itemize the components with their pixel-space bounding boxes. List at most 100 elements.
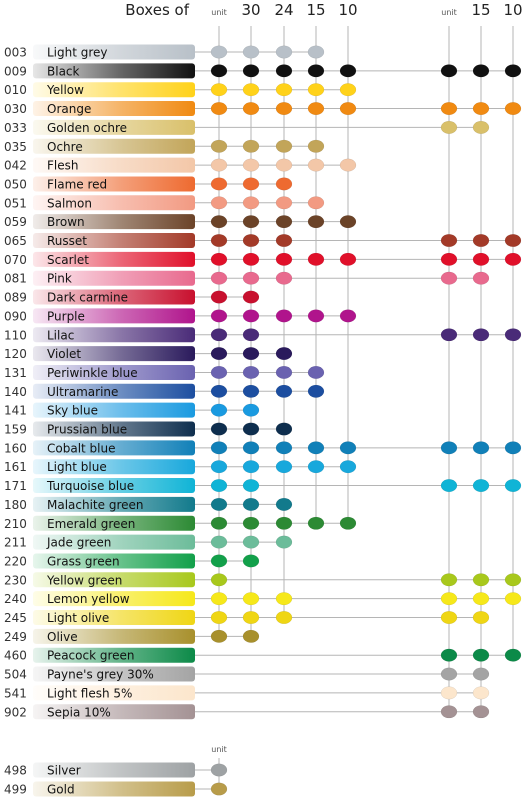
colour-name: Payne's grey 30% [47,668,154,682]
availability-dot-10 [339,252,357,266]
colour-code: 171 [4,479,27,493]
colour-swatch-bar [33,308,195,324]
colour-row: 230 Yellow green [4,572,522,588]
colour-code: 245 [4,611,27,625]
availability-dot-unit-b [440,479,458,493]
colour-row: 110 Lilac [4,327,522,343]
colour-swatch-bar [33,610,195,625]
colour-name: Grass green [47,554,120,568]
availability-dot-15-b [472,102,490,116]
availability-dot-30 [242,64,260,78]
colour-name: Ochre [47,140,83,154]
colour-row: 030 Orange [4,101,522,117]
availability-dot-15 [307,139,325,153]
colour-code: 230 [4,573,27,587]
availability-dot-10-b [504,479,522,493]
colour-row: 141 Sky blue [4,402,260,418]
availability-dot-15-b [472,252,490,266]
colour-swatch-bar [33,327,195,343]
availability-dot-15 [307,64,325,78]
availability-dot-unit [210,535,228,549]
availability-dot-30 [242,158,260,172]
availability-dot-unit-b [440,102,458,116]
availability-dot-24 [275,252,293,266]
availability-dot-30 [242,479,260,493]
availability-dot-unit [210,328,228,342]
colour-swatch-bar [33,119,195,135]
colour-code: 010 [4,83,27,97]
colour-name: Silver [47,764,81,778]
availability-dot-15 [307,102,325,116]
colour-row: 051 Salmon [4,195,325,211]
colour-row: 081 Pink [4,270,490,286]
availability-dot-24 [275,139,293,153]
colour-name: Russet [47,234,87,248]
availability-dot-30 [242,422,260,436]
colour-row: 211 Jade green [4,534,293,550]
colour-name: Sepia 10% [47,705,111,719]
availability-dot-24 [275,384,293,398]
availability-dot-30 [242,384,260,398]
colour-code: 050 [4,177,27,191]
availability-dot-24 [275,497,293,511]
colour-name: Gold [47,783,75,797]
availability-dot-unit [210,441,228,455]
availability-dot-24 [275,177,293,191]
availability-dot-30 [242,610,260,625]
header-title: Boxes of [125,1,189,19]
availability-dot-24 [275,102,293,116]
header-col-unit: unit [211,8,227,17]
colour-code: 070 [4,253,27,267]
colour-swatch-bar [33,534,195,550]
availability-dot-10-b [504,102,522,116]
availability-dot-15-b [472,120,490,134]
availability-dot-unit-b [440,271,458,285]
colour-swatch-bar [33,44,195,60]
colour-name: Flame red [47,177,107,191]
colour-swatch-bar [33,459,195,475]
availability-dot-unit-b [440,592,458,606]
availability-dot-unit-b [440,705,458,719]
colour-row: 902 Sepia 10% [4,704,490,720]
colour-code: 141 [4,404,27,418]
colour-row: 210 Emerald green [4,515,357,531]
availability-dot-24 [275,460,293,474]
colour-name: Turquoise blue [46,479,134,493]
colour-name: Light flesh 5% [47,686,132,700]
colour-code: 042 [4,159,27,173]
availability-dot-24 [275,83,293,97]
colour-swatch-bar [33,704,195,720]
availability-dot-30 [242,347,260,361]
availability-dot-30 [242,177,260,191]
availability-dot-30 [242,215,260,229]
availability-dot-24 [275,347,293,361]
colour-code: 902 [4,705,27,719]
availability-dot-30 [242,196,260,210]
availability-dot-unit-b [440,667,458,681]
availability-dot-unit-b [440,120,458,134]
colour-swatch-bar [33,176,195,192]
availability-dot-30 [242,139,260,153]
colour-row: 220 Grass green [4,553,260,569]
colour-name: Light blue [47,460,107,474]
colour-swatch-bar [33,781,195,797]
availability-dot-24 [275,271,293,285]
colour-swatch-bar [33,572,195,588]
availability-dot-unit [210,479,228,493]
colour-swatch-bar [33,478,195,494]
colour-code: 498 [4,764,27,778]
availability-dot-24 [275,158,293,172]
colour-row: 070 Scarlet [4,251,522,267]
colour-swatch-bar [33,346,195,362]
colour-name: Yellow green [46,573,122,587]
colour-code: 003 [4,46,27,60]
colour-swatch-bar [33,762,195,778]
availability-dot-15-b [472,573,490,587]
colour-code: 090 [4,309,27,323]
availability-dot-unit [210,516,228,530]
colour-code: 140 [4,385,27,399]
availability-dot-24 [275,516,293,530]
availability-dot-unit [210,422,228,436]
availability-dot-24 [275,610,293,625]
colour-code: 541 [4,686,27,700]
